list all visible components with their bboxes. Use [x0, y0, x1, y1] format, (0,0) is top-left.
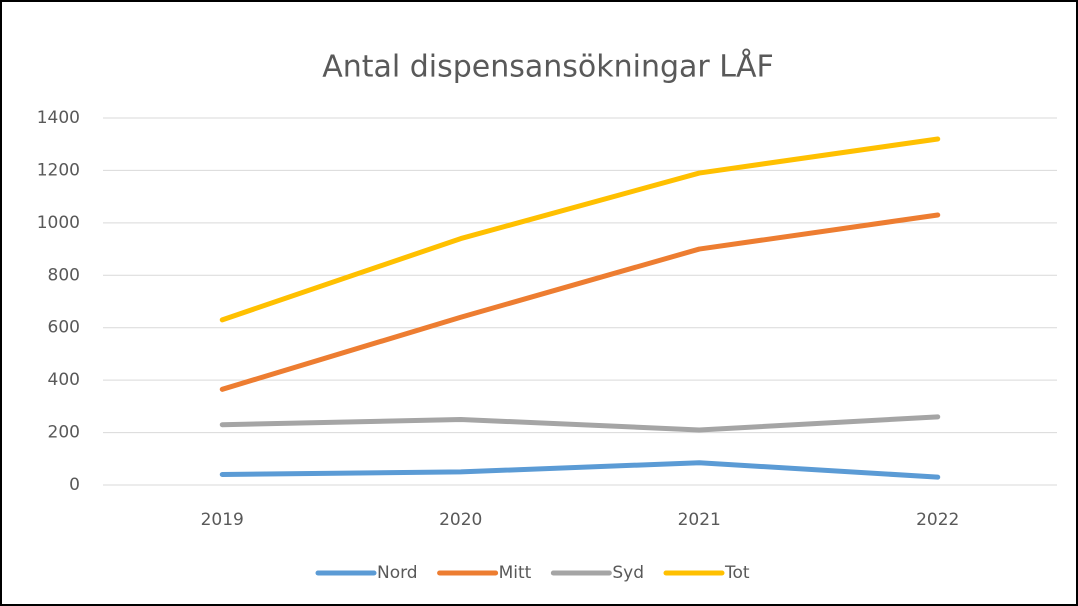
legend-label: Mitt	[499, 563, 532, 583]
y-tick-label: 400	[48, 370, 80, 390]
series-line	[219, 136, 941, 323]
y-tick-label: 200	[48, 423, 80, 443]
legend-label: Nord	[377, 563, 418, 583]
y-tick-label: 1200	[37, 160, 80, 180]
x-tick-label: 2019	[201, 510, 244, 530]
y-tick-label: 0	[69, 475, 80, 495]
x-tick-label: 2020	[439, 510, 482, 530]
x-tick-label: 2021	[678, 510, 721, 530]
legend-label: Syd	[612, 563, 644, 583]
y-tick-label: 800	[48, 265, 80, 285]
chart-title: Antal dispensansökningar LÅF	[322, 49, 774, 85]
y-tick-label: 600	[48, 318, 80, 338]
y-tick-label: 1400	[37, 108, 80, 128]
series-line	[219, 460, 941, 480]
y-tick-label: 1000	[37, 213, 80, 233]
x-tick-label: 2022	[916, 510, 959, 530]
series-line	[219, 414, 941, 433]
series-line	[219, 212, 941, 392]
legend-label: Tot	[724, 563, 750, 583]
